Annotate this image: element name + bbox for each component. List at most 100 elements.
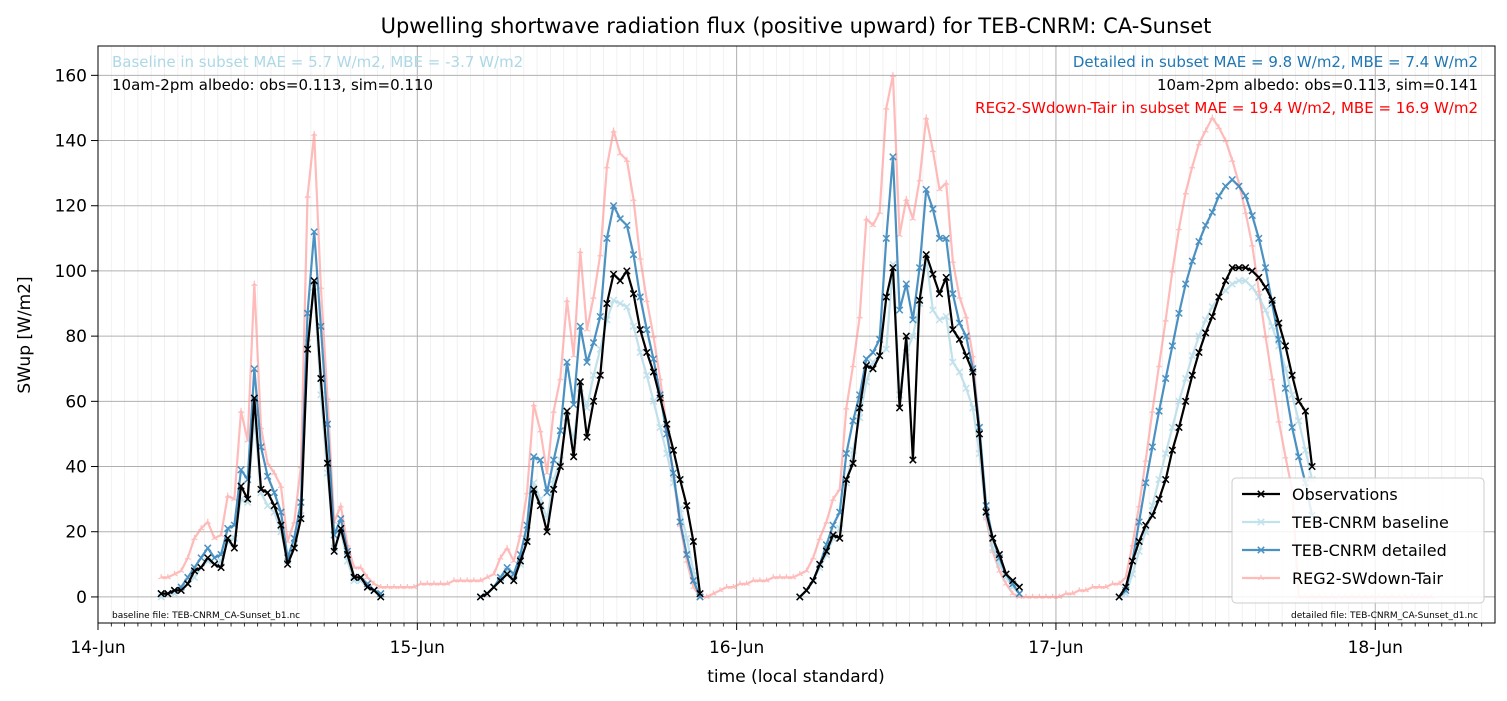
data-point-marker	[895, 306, 904, 314]
y-axis: 0 20 40 60 80 100 120 140 160	[55, 66, 98, 608]
data-point-marker	[1295, 453, 1303, 461]
data-point-marker	[949, 257, 956, 264]
data-point-marker	[530, 485, 538, 494]
data-point-marker	[942, 234, 950, 243]
data-point-marker	[617, 150, 624, 156]
data-point-marker	[250, 394, 259, 402]
data-point-marker	[1235, 263, 1243, 272]
data-point-marker	[1202, 127, 1209, 133]
data-point-marker	[1189, 163, 1196, 169]
data-point-marker	[1168, 423, 1177, 432]
data-point-marker	[283, 560, 292, 569]
data-point-marker	[876, 209, 883, 215]
data-point-marker	[197, 563, 205, 572]
data-point-marker	[1201, 329, 1210, 337]
data-point-marker	[1168, 446, 1177, 454]
data-point-marker	[1175, 397, 1183, 406]
data-point-marker	[823, 518, 830, 525]
data-point-marker	[643, 325, 651, 334]
data-point-marker	[669, 446, 678, 454]
data-point-marker	[550, 407, 557, 414]
data-point-marker	[776, 574, 783, 580]
data-point-marker	[909, 456, 917, 464]
data-point-marker	[263, 501, 272, 510]
data-point-marker	[929, 147, 936, 153]
data-point-marker	[364, 574, 371, 580]
data-point-marker	[1248, 267, 1256, 275]
data-point-marker	[157, 589, 165, 598]
data-point-marker	[1168, 342, 1177, 350]
data-point-marker	[636, 325, 644, 334]
data-point-marker	[596, 312, 604, 321]
series-line	[480, 269, 702, 598]
data-point-marker	[895, 404, 904, 412]
data-point-marker	[537, 427, 544, 433]
data-point-marker	[1049, 593, 1056, 600]
data-point-marker	[903, 196, 910, 202]
y-axis-label: SWup [W/m2]	[15, 276, 35, 393]
data-point-marker	[1069, 590, 1076, 596]
data-point-marker	[889, 153, 897, 161]
data-point-marker	[849, 362, 857, 368]
data-point-marker	[343, 550, 352, 559]
data-point-marker	[543, 527, 551, 536]
data-point-marker	[263, 488, 272, 497]
data-point-marker	[623, 303, 631, 311]
data-point-marker	[1008, 576, 1017, 585]
data-point-marker	[783, 574, 790, 580]
data-point-marker	[1148, 443, 1157, 451]
data-point-marker	[603, 163, 610, 169]
y-tick-label: 20	[65, 523, 87, 543]
detailed-stats-annotation: Detailed in subset MAE = 9.8 W/m2, MBE =…	[1073, 53, 1478, 71]
data-point-marker	[417, 580, 424, 587]
data-point-marker	[503, 563, 511, 572]
data-point-marker	[962, 332, 970, 340]
data-point-marker	[955, 319, 964, 327]
data-point-marker	[1275, 335, 1283, 344]
detailed-file-annotation: detailed file: TEB-CNRM_CA-Sunset_d1.nc	[1291, 611, 1478, 621]
data-point-marker	[1036, 593, 1043, 600]
data-point-marker	[650, 332, 657, 339]
data-point-marker	[1056, 593, 1063, 600]
data-point-marker	[863, 215, 870, 221]
data-point-marker	[164, 574, 171, 580]
data-point-marker	[909, 215, 916, 221]
data-point-marker	[1221, 182, 1230, 190]
data-point-marker	[929, 205, 937, 213]
data-point-marker	[875, 351, 884, 360]
data-point-marker	[476, 593, 485, 601]
data-point-marker	[337, 524, 345, 533]
data-point-marker	[1089, 583, 1096, 590]
data-point-marker	[536, 501, 545, 510]
data-point-marker	[710, 590, 717, 596]
data-point-marker	[836, 534, 844, 542]
data-point-marker	[862, 361, 871, 370]
data-point-marker	[1275, 417, 1282, 424]
data-point-marker	[829, 531, 837, 539]
data-point-marker	[689, 537, 698, 546]
data-point-marker	[1155, 475, 1163, 484]
data-point-marker	[583, 404, 591, 412]
data-point-marker	[370, 586, 378, 595]
data-point-marker	[1195, 332, 1203, 340]
data-point-marker	[629, 290, 638, 298]
baseline-stats-annotation: Baseline in subset MAE = 5.7 W/m2, MBE =…	[112, 53, 523, 71]
data-point-marker	[184, 580, 192, 588]
data-point-marker	[1288, 371, 1296, 379]
x-axis-label: time (local standard)	[707, 667, 885, 687]
legend: Observations TEB-CNRM baseline TEB-CNRM de…	[1231, 477, 1485, 604]
data-point-marker	[689, 576, 698, 585]
data-point-marker	[1076, 587, 1083, 593]
data-point-marker	[716, 587, 724, 593]
data-point-marker	[802, 586, 811, 595]
data-point-marker	[1215, 124, 1223, 130]
data-point-marker	[377, 583, 384, 590]
data-point-marker	[1155, 495, 1163, 503]
data-point-marker	[1248, 211, 1256, 220]
data-point-marker	[663, 420, 671, 428]
data-point-marker	[743, 580, 750, 587]
data-point-marker	[816, 535, 823, 541]
data-point-marker	[211, 535, 218, 541]
data-point-marker	[956, 293, 963, 300]
data-point-marker	[477, 577, 484, 583]
